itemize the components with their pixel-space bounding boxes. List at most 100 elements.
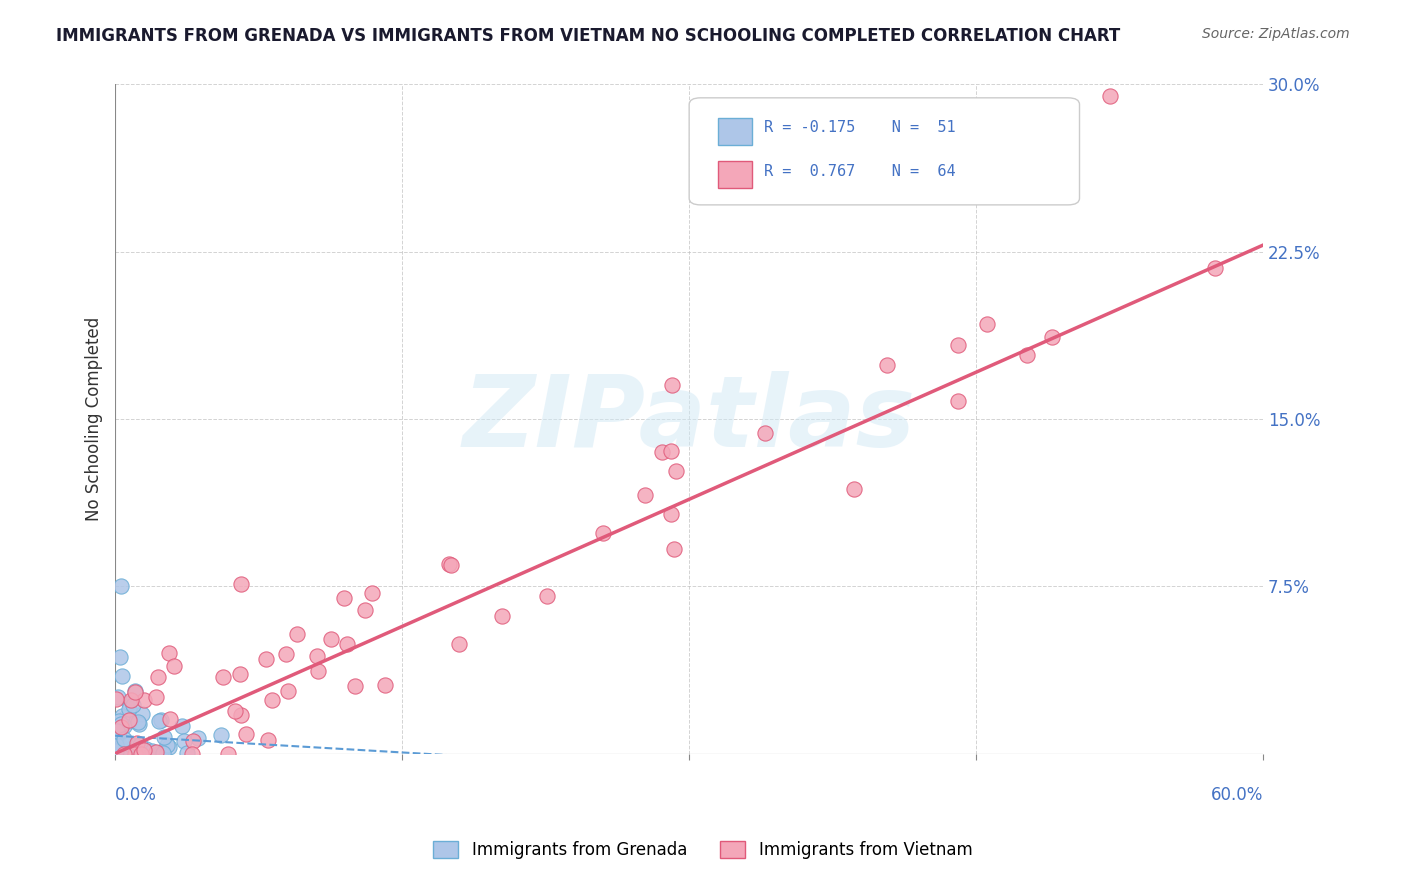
- Point: [274, 648, 297, 662]
- Point: [121, 698, 143, 712]
- Point: [131, 707, 153, 722]
- Point: [110, 579, 132, 593]
- Point: [118, 702, 141, 716]
- Point: [187, 731, 209, 746]
- Point: [842, 482, 865, 496]
- Point: [149, 745, 172, 759]
- Point: [110, 649, 132, 664]
- Point: [159, 646, 181, 660]
- Point: [876, 358, 898, 372]
- Point: [173, 734, 195, 748]
- Point: [112, 747, 135, 761]
- Point: [146, 670, 169, 684]
- Point: [235, 727, 257, 741]
- Point: [129, 747, 152, 761]
- Point: [536, 589, 558, 603]
- Point: [228, 666, 250, 681]
- Point: [170, 719, 193, 733]
- Point: [354, 603, 377, 617]
- Point: [129, 738, 152, 752]
- Point: [659, 507, 682, 521]
- Point: [285, 627, 308, 641]
- Point: [447, 637, 470, 651]
- Point: [231, 707, 253, 722]
- Point: [112, 745, 135, 759]
- Point: [104, 692, 127, 706]
- Point: [107, 741, 129, 756]
- Point: [224, 704, 246, 718]
- Point: [153, 730, 176, 744]
- Point: [321, 632, 343, 646]
- Point: [127, 714, 149, 729]
- Point: [262, 693, 284, 707]
- Point: [118, 737, 141, 751]
- Point: [163, 659, 186, 673]
- Point: [110, 717, 132, 731]
- Point: [112, 732, 135, 747]
- Point: [976, 317, 998, 331]
- Point: [277, 684, 299, 698]
- Point: [107, 739, 129, 754]
- Y-axis label: No Schooling Completed: No Schooling Completed: [86, 317, 103, 521]
- Point: [124, 747, 146, 761]
- Point: [141, 744, 163, 758]
- Point: [118, 696, 141, 710]
- Point: [305, 649, 328, 664]
- Point: [125, 736, 148, 750]
- Point: [111, 709, 134, 723]
- Point: [176, 746, 198, 760]
- Point: [307, 664, 329, 678]
- Point: [437, 557, 460, 571]
- Point: [343, 679, 366, 693]
- FancyBboxPatch shape: [689, 98, 1080, 205]
- Point: [118, 714, 141, 728]
- Point: [115, 710, 138, 724]
- Text: 60.0%: 60.0%: [1211, 787, 1263, 805]
- Point: [118, 746, 141, 760]
- Point: [156, 738, 179, 752]
- Point: [231, 577, 253, 591]
- Point: [105, 738, 128, 752]
- Point: [336, 637, 359, 651]
- Point: [104, 744, 127, 758]
- Point: [110, 743, 132, 757]
- Point: [1017, 348, 1039, 362]
- Point: [145, 745, 167, 759]
- Text: IMMIGRANTS FROM GRENADA VS IMMIGRANTS FROM VIETNAM NO SCHOOLING COMPLETED CORREL: IMMIGRANTS FROM GRENADA VS IMMIGRANTS FR…: [56, 27, 1121, 45]
- Point: [115, 745, 138, 759]
- Text: R =  0.767    N =  64: R = 0.767 N = 64: [763, 164, 956, 179]
- Text: 0.0%: 0.0%: [115, 787, 157, 805]
- Point: [754, 425, 776, 440]
- Point: [150, 713, 173, 727]
- Text: Source: ZipAtlas.com: Source: ZipAtlas.com: [1202, 27, 1350, 41]
- Point: [209, 728, 232, 742]
- Point: [651, 445, 673, 459]
- Point: [122, 738, 145, 752]
- Point: [124, 684, 146, 698]
- Point: [111, 668, 134, 682]
- Point: [491, 609, 513, 624]
- Text: ZIPatlas: ZIPatlas: [463, 370, 915, 467]
- Point: [110, 747, 132, 761]
- Point: [634, 488, 657, 502]
- Point: [105, 723, 128, 738]
- Point: [181, 734, 204, 748]
- Point: [257, 733, 280, 747]
- Point: [948, 338, 970, 352]
- Point: [159, 712, 181, 726]
- Point: [104, 735, 127, 749]
- Point: [659, 443, 682, 458]
- Point: [152, 746, 174, 760]
- Point: [110, 720, 132, 734]
- Point: [148, 714, 170, 728]
- Point: [134, 743, 156, 757]
- Point: [440, 558, 463, 573]
- Point: [592, 526, 614, 541]
- Point: [217, 747, 239, 761]
- Point: [107, 724, 129, 739]
- Point: [661, 378, 683, 392]
- Point: [132, 692, 155, 706]
- Point: [665, 464, 688, 478]
- Point: [105, 744, 128, 758]
- Point: [120, 693, 142, 707]
